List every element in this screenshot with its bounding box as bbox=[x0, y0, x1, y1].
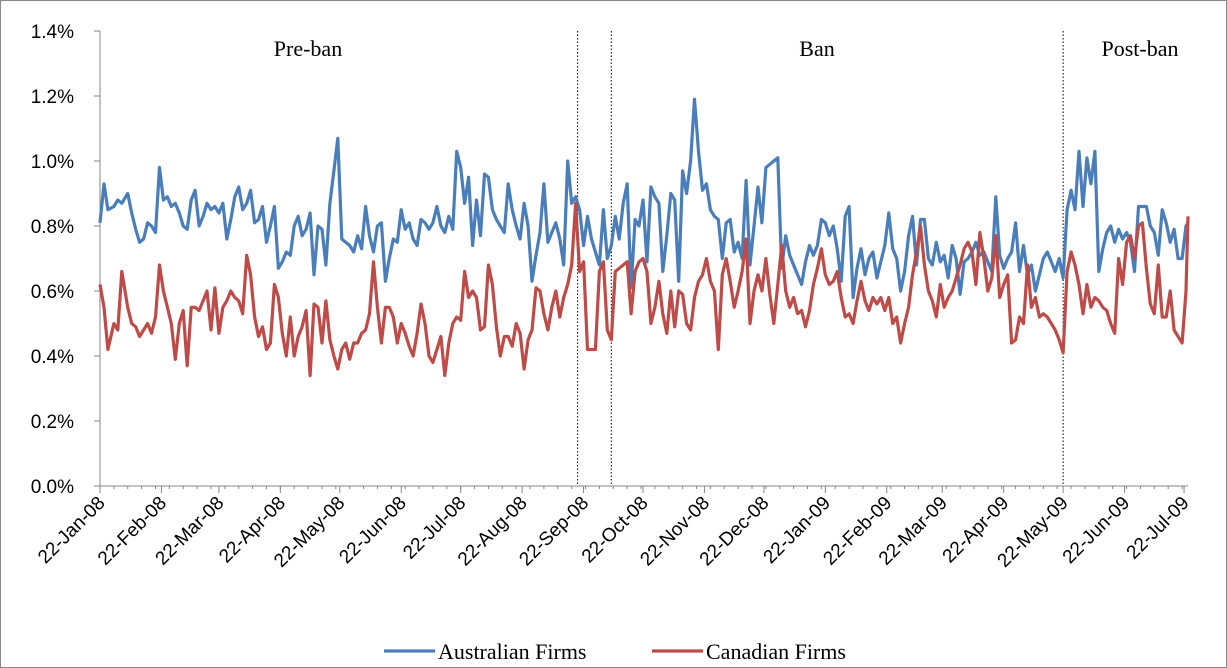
y-tick-label: 0.2% bbox=[31, 412, 74, 433]
series-line-australian bbox=[98, 97, 1190, 300]
y-tick-label: 0.8% bbox=[31, 217, 74, 238]
legend: Australian Firms Canadian Firms bbox=[384, 639, 846, 664]
period-label: Post-ban bbox=[1102, 36, 1179, 61]
y-tick-label: 1.0% bbox=[31, 152, 74, 173]
series-lines bbox=[98, 97, 1190, 378]
period-label: Ban bbox=[799, 36, 834, 61]
y-tick-label: 1.4% bbox=[31, 22, 74, 43]
y-tick-label: 1.2% bbox=[31, 87, 74, 108]
series-line-canadian bbox=[98, 201, 1190, 378]
period-label: Pre-ban bbox=[274, 36, 342, 61]
y-tick-label: 0.4% bbox=[31, 347, 74, 368]
period-labels: Pre-ban Ban Post-ban bbox=[274, 36, 1179, 61]
y-tick-label: 0.0% bbox=[31, 477, 74, 498]
x-tick-label: 22-Jun-08 bbox=[335, 493, 410, 568]
legend-label: Canadian Firms bbox=[706, 639, 846, 664]
x-tick-label: 22-Jun-09 bbox=[1059, 493, 1134, 568]
x-axis: 22-Jan-0822-Feb-0822-Mar-0822-Apr-0822-M… bbox=[34, 485, 1194, 572]
y-tick-label: 0.6% bbox=[31, 282, 74, 303]
legend-label: Australian Firms bbox=[438, 639, 587, 664]
y-axis: 0.0% 0.2% 0.4% 0.6% 0.8% 1.0% 1.2% 1.4% bbox=[31, 22, 101, 498]
x-tick-label: 22-Jul-09 bbox=[1123, 493, 1194, 564]
